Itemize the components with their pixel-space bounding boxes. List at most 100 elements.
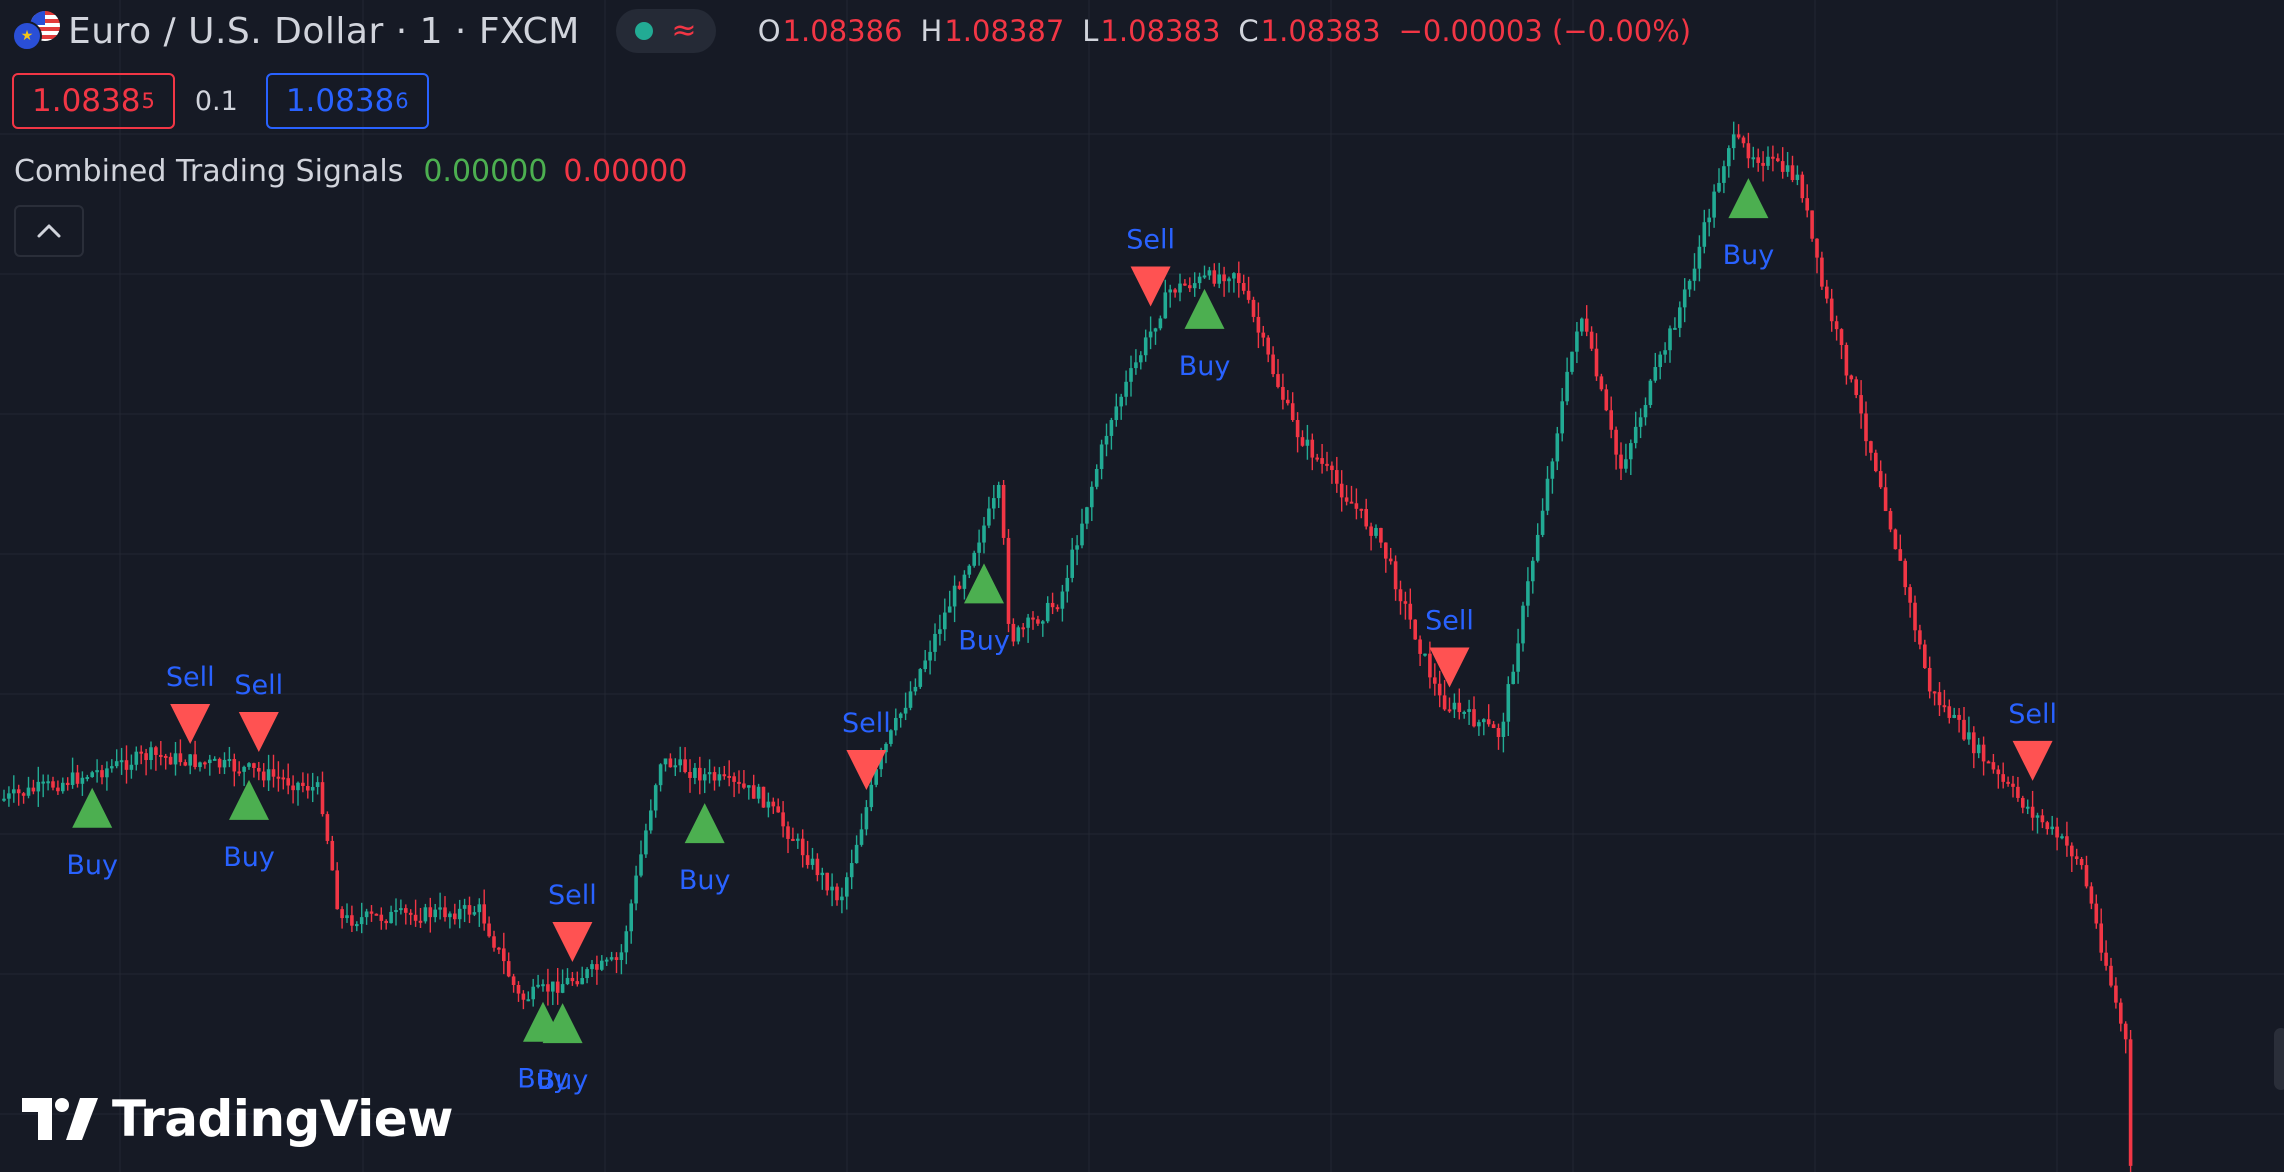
candle-body: [1849, 375, 1854, 380]
candle-body: [237, 771, 241, 774]
candle-body: [1457, 702, 1462, 713]
candle-body: [252, 763, 256, 768]
candle-body: [1099, 444, 1104, 469]
candle-body: [1746, 143, 1751, 159]
candle-body: [159, 754, 163, 757]
candles: [2, 121, 2133, 1172]
candle-body: [404, 908, 408, 913]
candle-body: [1580, 318, 1584, 332]
sell-price: 1.0838: [32, 83, 141, 119]
sell-signal-label: Sell: [548, 880, 597, 911]
candle-body: [1031, 617, 1035, 620]
candle-body: [2128, 1039, 2133, 1166]
candle-body: [668, 758, 673, 768]
candle-body: [1148, 331, 1153, 338]
candle-body: [506, 961, 511, 977]
candle-body: [203, 762, 207, 765]
candle-body: [1560, 401, 1564, 434]
candle-body: [1531, 560, 1535, 582]
candle-body: [1785, 165, 1790, 172]
candle-body: [830, 886, 834, 891]
candle-body: [1589, 331, 1594, 349]
candle-body: [1246, 290, 1251, 300]
candle-body: [1584, 318, 1589, 332]
candle-body: [996, 484, 1001, 499]
candle-body: [1888, 511, 1893, 530]
candle-body: [462, 905, 467, 909]
candle-body: [1305, 439, 1310, 446]
ohlc-values: O 1.08386 H 1.08387 L 1.08383 C 1.08383 …: [758, 14, 1691, 48]
spread-value: 0.1: [194, 85, 238, 117]
candle-body: [1212, 270, 1217, 284]
symbol-title[interactable]: Euro / U.S. Dollar · 1 · FXCM: [68, 10, 580, 52]
candle-body: [1663, 350, 1667, 355]
candle-body: [1516, 643, 1520, 672]
candle-body: [276, 776, 281, 779]
collapse-legend-button[interactable]: [14, 205, 84, 257]
candle-body: [320, 782, 325, 815]
candle-body: [786, 826, 790, 839]
candle-body: [124, 760, 129, 770]
candle-body: [2001, 774, 2005, 782]
candle-body: [903, 707, 908, 714]
candle-body: [1570, 351, 1574, 372]
candle-body: [208, 759, 212, 764]
candle-body: [2016, 786, 2020, 798]
candle-body: [1766, 156, 1770, 166]
candle-body: [389, 911, 393, 924]
buy-signal-label: Buy: [1723, 240, 1775, 271]
candle-body: [1070, 549, 1074, 578]
candle-body: [1090, 486, 1094, 508]
candle-body: [1442, 695, 1447, 710]
indicator-name[interactable]: Combined Trading Signals: [14, 153, 404, 189]
candle-body: [761, 786, 766, 808]
candle-body: [1986, 761, 1991, 764]
candle-body: [2035, 815, 2040, 818]
candle-body: [100, 770, 104, 778]
candle-body: [413, 914, 418, 921]
candle-body: [2055, 826, 2059, 838]
candle-body: [271, 769, 276, 777]
candle-body: [90, 772, 94, 778]
candle-body: [168, 756, 173, 765]
candle-body: [698, 767, 702, 781]
candle-body: [1893, 529, 1898, 550]
candle-body: [2050, 826, 2054, 830]
candle-body: [551, 981, 555, 992]
candle-body: [1251, 299, 1256, 317]
candle-body: [825, 872, 829, 891]
candle-body: [399, 908, 403, 911]
indicator-legend[interactable]: Combined Trading Signals 0.00000 0.00000: [0, 146, 687, 196]
candle-body: [1295, 419, 1300, 438]
candle-body: [1521, 605, 1525, 644]
candle-body: [864, 807, 869, 830]
candle-body: [604, 959, 609, 962]
candle-body: [1854, 379, 1858, 396]
buy-signal-label: Buy: [66, 850, 118, 881]
candle-body: [2070, 845, 2074, 857]
candle-body: [1624, 459, 1628, 469]
candle-body: [1967, 732, 1971, 740]
candle-body: [889, 730, 893, 744]
candle-body: [1335, 470, 1339, 484]
candle-body: [408, 912, 413, 915]
candle-body: [1114, 406, 1119, 421]
candle-body: [2099, 923, 2103, 953]
data-delay-icon: ≈: [671, 13, 697, 48]
signal-markers: BuySellBuySellSellBuyBuyBuySellBuySellBu…: [66, 178, 2057, 1096]
sell-button[interactable]: 1.0838 5: [12, 73, 175, 129]
candle-body: [972, 552, 976, 566]
candle-body: [1428, 653, 1432, 678]
candle-body: [683, 759, 687, 772]
candle-body: [46, 781, 50, 784]
candle-body: [467, 905, 472, 915]
candle-body: [1658, 354, 1662, 368]
buy-button[interactable]: 1.0838 6: [265, 73, 429, 129]
low-label: L: [1082, 14, 1099, 48]
price-scale-handle[interactable]: [2274, 1028, 2284, 1090]
candle-body: [1790, 165, 1795, 180]
tradingview-logo[interactable]: TradingView: [22, 1090, 453, 1148]
candle-body: [840, 896, 844, 901]
market-status-icon[interactable]: ≈: [615, 9, 716, 53]
